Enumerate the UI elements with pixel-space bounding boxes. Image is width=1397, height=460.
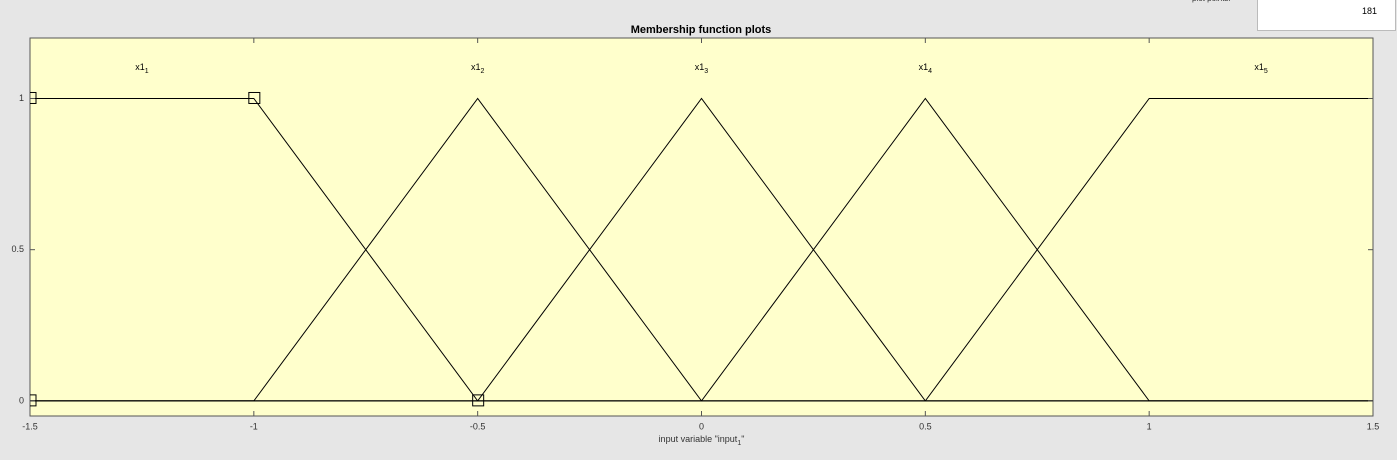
x-axis-label-part: 1 <box>737 440 741 447</box>
mf-label-subscript: 2 <box>480 68 484 75</box>
mf-label-subscript: 4 <box>928 68 932 75</box>
y-tick-label: 0 <box>19 395 24 405</box>
selected-point <box>30 394 37 407</box>
x-tick-label: -1 <box>250 421 258 431</box>
mf-label-name: x1 <box>1254 62 1264 72</box>
mf-label-name: x1 <box>135 62 145 72</box>
x-tick-label: 0 <box>699 421 704 431</box>
mf-label: x15 <box>1254 62 1268 74</box>
mf-label-name: x1 <box>471 62 481 72</box>
selected-point <box>248 91 261 104</box>
x-tick-label: 1 <box>1147 421 1152 431</box>
x-tick-label: 0.5 <box>919 421 932 431</box>
y-tick-label: 0.5 <box>11 244 24 254</box>
x-axis-label: input variable "input1" <box>659 434 745 446</box>
x-tick-label: 1.5 <box>1367 421 1380 431</box>
x-tick-label: -1.5 <box>22 421 38 431</box>
mf-label: x12 <box>471 62 485 74</box>
plot-area <box>29 37 1374 417</box>
mf-label-name: x1 <box>695 62 705 72</box>
x-axis-label-part: " <box>741 434 744 444</box>
chart-title: Membership function plots <box>631 24 772 36</box>
x-axis-label-part: input variable "input <box>659 434 738 444</box>
mf-label-subscript: 1 <box>145 68 149 75</box>
mf-label-name: x1 <box>919 62 929 72</box>
mf-label-subscript: 5 <box>1264 68 1268 75</box>
selected-point <box>472 394 485 407</box>
plot-points-input[interactable]: 181 <box>1257 0 1396 31</box>
mf-label-subscript: 3 <box>704 68 708 75</box>
mf-label: x11 <box>135 62 149 74</box>
mf-label: x14 <box>919 62 933 74</box>
mf-line <box>30 97 1373 402</box>
mf-label: x13 <box>695 62 709 74</box>
y-tick-label: 1 <box>19 93 24 103</box>
plot-points-label: plot points: <box>1192 0 1231 3</box>
x-tick-label: -0.5 <box>470 421 486 431</box>
selected-point <box>30 91 37 104</box>
